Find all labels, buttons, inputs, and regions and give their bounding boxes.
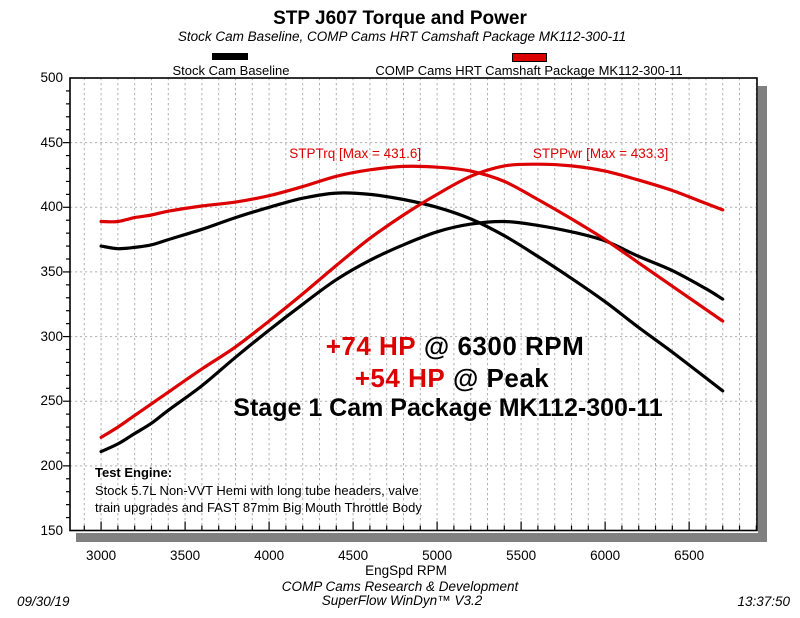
curve-max-label: STPTrq [Max = 431.6]: [289, 146, 421, 161]
y-tick-label: 450: [40, 134, 63, 150]
x-tick-label: 5000: [422, 548, 453, 563]
plot-frame-shadow-bottom: [76, 533, 767, 542]
x-tick-label: 6000: [590, 548, 621, 563]
test-engine-line2: train upgrades and FAST 87mm Big Mouth T…: [95, 500, 422, 515]
legend-swatch-comp-cam: [512, 53, 547, 62]
page-subtitle: Stock Cam Baseline, COMP Cams HRT Camsha…: [177, 29, 627, 44]
annotation-hp-gain-peak-suffix: @ Peak: [452, 363, 550, 393]
annotation-hp-gain-6300-value: +74 HP: [325, 331, 417, 361]
x-tick-label: 3000: [86, 548, 117, 563]
test-engine-heading: Test Engine:: [95, 465, 173, 480]
y-tick-label: 200: [40, 457, 63, 473]
test-engine-note: Test Engine: Stock 5.7L Non-VVT Hemi wit…: [95, 464, 422, 517]
x-tick-label: 4000: [254, 548, 285, 563]
test-engine-line1: Stock 5.7L Non-VVT Hemi with long tube h…: [95, 482, 419, 498]
annotation-hp-gain-peak-value: +54 HP: [354, 363, 446, 393]
page-title: STP J607 Torque and Power: [273, 8, 527, 29]
footer-time: 13:37:50: [737, 594, 790, 609]
y-tick-label: 150: [40, 522, 63, 538]
legend-swatch-stock-cam: [212, 53, 248, 60]
curve-stock-cam-baseline-stppwr: [99, 219, 725, 454]
y-tick-label: 500: [40, 70, 63, 85]
plot-frame: [69, 77, 758, 532]
annotation-hp-gain-6300-suffix: @ 6300 RPM: [423, 331, 585, 361]
dyno-plot-area: STPTrq [Max = 431.6] STPPwr [Max = 433.3]: [63, 77, 758, 532]
plot-frame-shadow-right: [758, 86, 767, 542]
x-tick-label: 3500: [170, 548, 201, 563]
x-tick-label: 6500: [674, 548, 705, 563]
curve-comp-cams-hrt-stptrq: [99, 164, 725, 323]
curve-comp-cams-hrt-stppwr: [99, 162, 725, 439]
curve-max-label: STPPwr [Max = 433.3]: [533, 146, 668, 161]
x-axis-label: EngSpd RPM: [365, 563, 447, 578]
y-tick-label: 300: [40, 328, 63, 344]
x-tick-label: 5500: [506, 548, 537, 563]
annotation-hp-gain-6300: +74 HP @ 6300 RPM: [326, 331, 585, 362]
footer-date: 09/30/19: [17, 594, 70, 609]
annotation-stage-package: Stage 1 Cam Package MK112-300-11: [233, 394, 663, 422]
footer-software: SuperFlow WinDyn™ V3.2: [321, 593, 483, 608]
y-tick-label: 400: [40, 199, 63, 215]
y-tick-label: 250: [40, 393, 63, 409]
curve-stock-cam-baseline-stptrq: [99, 191, 725, 393]
x-tick-label: 4500: [338, 548, 369, 563]
y-tick-label: 350: [40, 263, 63, 279]
legend-label-stock-cam: Stock Cam Baseline: [172, 63, 290, 78]
legend-label-comp-cam: COMP Cams HRT Camshaft Package MK112-300…: [375, 63, 683, 78]
annotation-hp-gain-peak: +54 HP @ Peak: [355, 363, 550, 394]
footer-organization: COMP Cams Research & Development: [281, 579, 519, 594]
